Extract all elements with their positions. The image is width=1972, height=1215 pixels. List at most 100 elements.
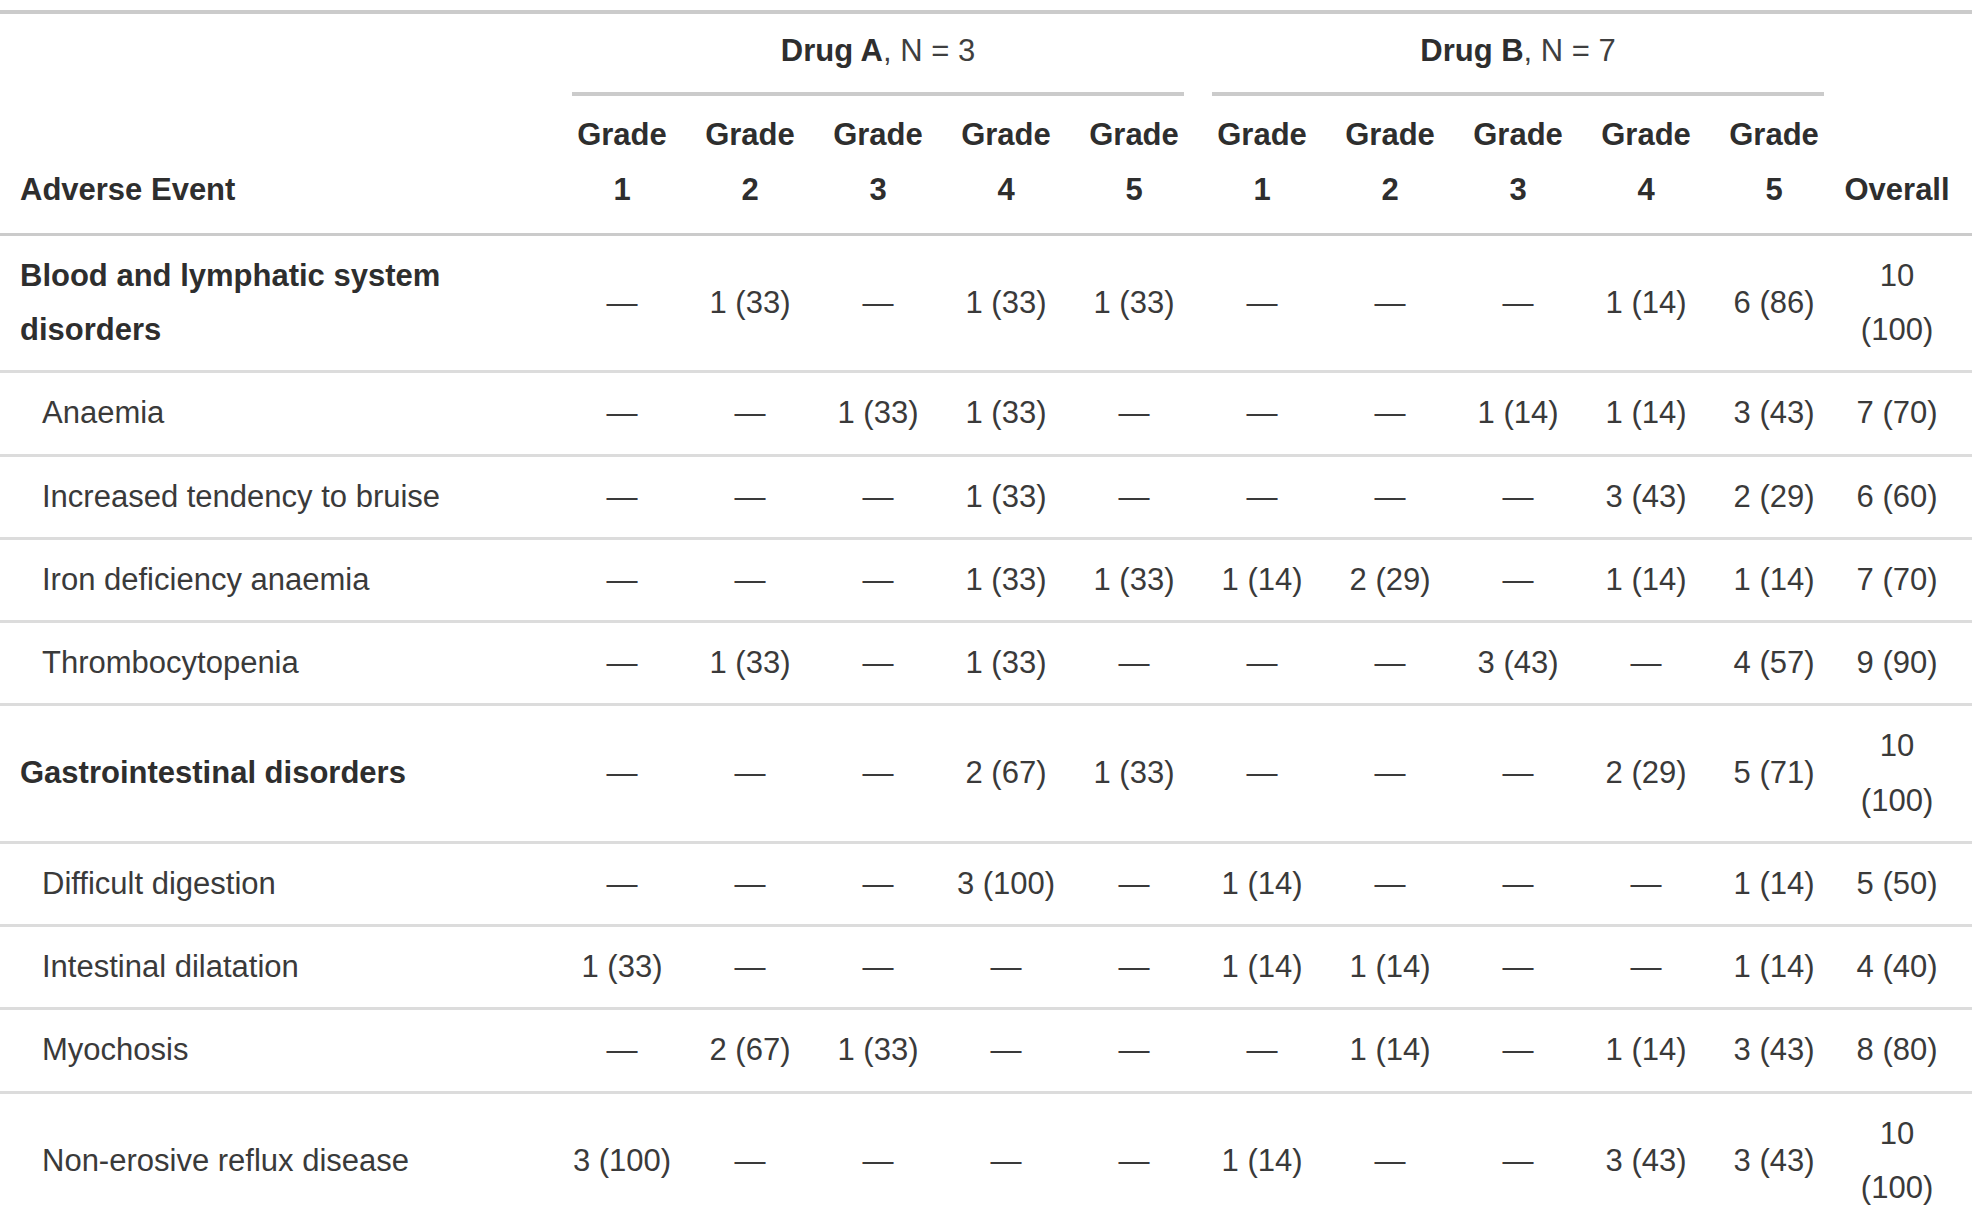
cell-value: 2 (67) [942, 705, 1070, 843]
column-header-drug-a-grade-5: Grade 5 [1070, 96, 1198, 234]
cell-value: 2 (29) [1326, 538, 1454, 621]
row-label: Blood and lymphatic system disorders [0, 234, 558, 372]
spanner-drug-a: Drug A, N = 3 [558, 12, 1198, 96]
table-body: Blood and lymphatic system disorders—1 (… [0, 234, 1972, 1215]
cell-overall-value: 7 (70) [1838, 538, 1972, 621]
cell-value: — [942, 1009, 1070, 1092]
cell-value: 3 (43) [1454, 622, 1582, 705]
column-header-drug-b-grade-2: Grade 2 [1326, 96, 1454, 234]
spanner-row: Adverse Event Drug A, N = 3 Drug B, N = … [0, 12, 1972, 96]
cell-value: — [1582, 842, 1710, 925]
cell-value: — [1198, 622, 1326, 705]
cell-value: — [1326, 372, 1454, 455]
cell-value: — [1582, 622, 1710, 705]
cell-value: 1 (33) [558, 926, 686, 1009]
cell-value: 1 (33) [942, 622, 1070, 705]
cell-value: 2 (29) [1710, 455, 1838, 538]
row-label: Myochosis [0, 1009, 558, 1092]
cell-value: 3 (43) [1710, 372, 1838, 455]
cell-overall-value: 5 (50) [1838, 842, 1972, 925]
cell-value: 3 (43) [1710, 1009, 1838, 1092]
cell-value: 1 (14) [1454, 372, 1582, 455]
row-label: Intestinal dilatation [0, 926, 558, 1009]
cell-value: 1 (33) [1070, 705, 1198, 843]
cell-overall-value: 4 (40) [1838, 926, 1972, 1009]
cell-value: — [1326, 842, 1454, 925]
event-row: Increased tendency to bruise———1 (33)———… [0, 455, 1972, 538]
event-row: Intestinal dilatation1 (33)————1 (14)1 (… [0, 926, 1972, 1009]
cell-value: 2 (67) [686, 1009, 814, 1092]
column-header-drug-b-grade-1: Grade 1 [1198, 96, 1326, 234]
cell-value: 1 (14) [1198, 538, 1326, 621]
event-row: Difficult digestion———3 (100)—1 (14)———1… [0, 842, 1972, 925]
column-header-drug-b-grade-5: Grade 5 [1710, 96, 1838, 234]
cell-value: — [1198, 705, 1326, 843]
cell-value: 1 (33) [942, 234, 1070, 372]
row-label: Gastrointestinal disorders [0, 705, 558, 843]
column-header-drug-a-grade-1: Grade 1 [558, 96, 686, 234]
cell-value: — [558, 705, 686, 843]
cell-value: — [1198, 234, 1326, 372]
cell-value: — [1070, 455, 1198, 538]
cell-value: — [1070, 1092, 1198, 1215]
cell-value: — [942, 1092, 1070, 1215]
spanner-drug-a-title: Drug A, N = 3 [572, 24, 1184, 96]
cell-value: — [558, 455, 686, 538]
cell-value: — [814, 705, 942, 843]
cell-value: — [558, 234, 686, 372]
group-row: Gastrointestinal disorders———2 (67)1 (33… [0, 705, 1972, 843]
cell-value: 1 (14) [1198, 1092, 1326, 1215]
cell-value: 1 (33) [686, 622, 814, 705]
drug-a-n: , N = 3 [883, 33, 975, 68]
row-label: Increased tendency to bruise [0, 455, 558, 538]
drug-b-name: Drug B [1420, 33, 1523, 68]
cell-value: — [1454, 842, 1582, 925]
event-row: Non-erosive reflux disease3 (100)————1 (… [0, 1092, 1972, 1215]
cell-value: 1 (33) [942, 538, 1070, 621]
cell-value: — [1454, 926, 1582, 1009]
column-header-drug-a-grade-4: Grade 4 [942, 96, 1070, 234]
cell-overall-value: 10 (100) [1838, 234, 1972, 372]
cell-value: — [1454, 538, 1582, 621]
cell-value: — [686, 372, 814, 455]
cell-value: 1 (14) [1710, 926, 1838, 1009]
cell-value: — [1326, 455, 1454, 538]
cell-value: — [686, 1092, 814, 1215]
cell-value: 1 (14) [1198, 926, 1326, 1009]
cell-value: 3 (43) [1710, 1092, 1838, 1215]
column-header-adverse-event: Adverse Event [0, 12, 558, 234]
spanner-drug-b-title: Drug B, N = 7 [1212, 24, 1824, 96]
cell-value: 2 (29) [1582, 705, 1710, 843]
cell-value: 1 (33) [814, 372, 942, 455]
cell-value: — [1070, 842, 1198, 925]
cell-value: — [1326, 705, 1454, 843]
cell-value: — [1326, 234, 1454, 372]
adverse-event-label: Adverse Event [20, 172, 235, 207]
row-label: Iron deficiency anaemia [0, 538, 558, 621]
cell-value: — [686, 926, 814, 1009]
cell-value: — [814, 234, 942, 372]
cell-value: — [814, 622, 942, 705]
cell-value: — [1198, 372, 1326, 455]
cell-value: 1 (33) [686, 234, 814, 372]
cell-value: — [558, 538, 686, 621]
cell-value: — [686, 705, 814, 843]
cell-value: — [558, 622, 686, 705]
cell-value: — [686, 842, 814, 925]
cell-value: — [1454, 1009, 1582, 1092]
cell-overall-value: 8 (80) [1838, 1009, 1972, 1092]
table-header: Adverse Event Drug A, N = 3 Drug B, N = … [0, 12, 1972, 234]
cell-value: — [1454, 705, 1582, 843]
cell-value: 1 (14) [1582, 1009, 1710, 1092]
cell-value: — [814, 1092, 942, 1215]
cell-value: — [1198, 1009, 1326, 1092]
cell-value: 1 (14) [1326, 1009, 1454, 1092]
cell-value: 1 (14) [1198, 842, 1326, 925]
cell-value: 1 (14) [1710, 538, 1838, 621]
cell-value: 3 (43) [1582, 455, 1710, 538]
overall-label: Overall [1844, 172, 1949, 207]
cell-value: — [1070, 372, 1198, 455]
cell-overall-value: 10 (100) [1838, 1092, 1972, 1215]
event-row: Thrombocytopenia—1 (33)—1 (33)———3 (43)—… [0, 622, 1972, 705]
cell-value: — [814, 538, 942, 621]
